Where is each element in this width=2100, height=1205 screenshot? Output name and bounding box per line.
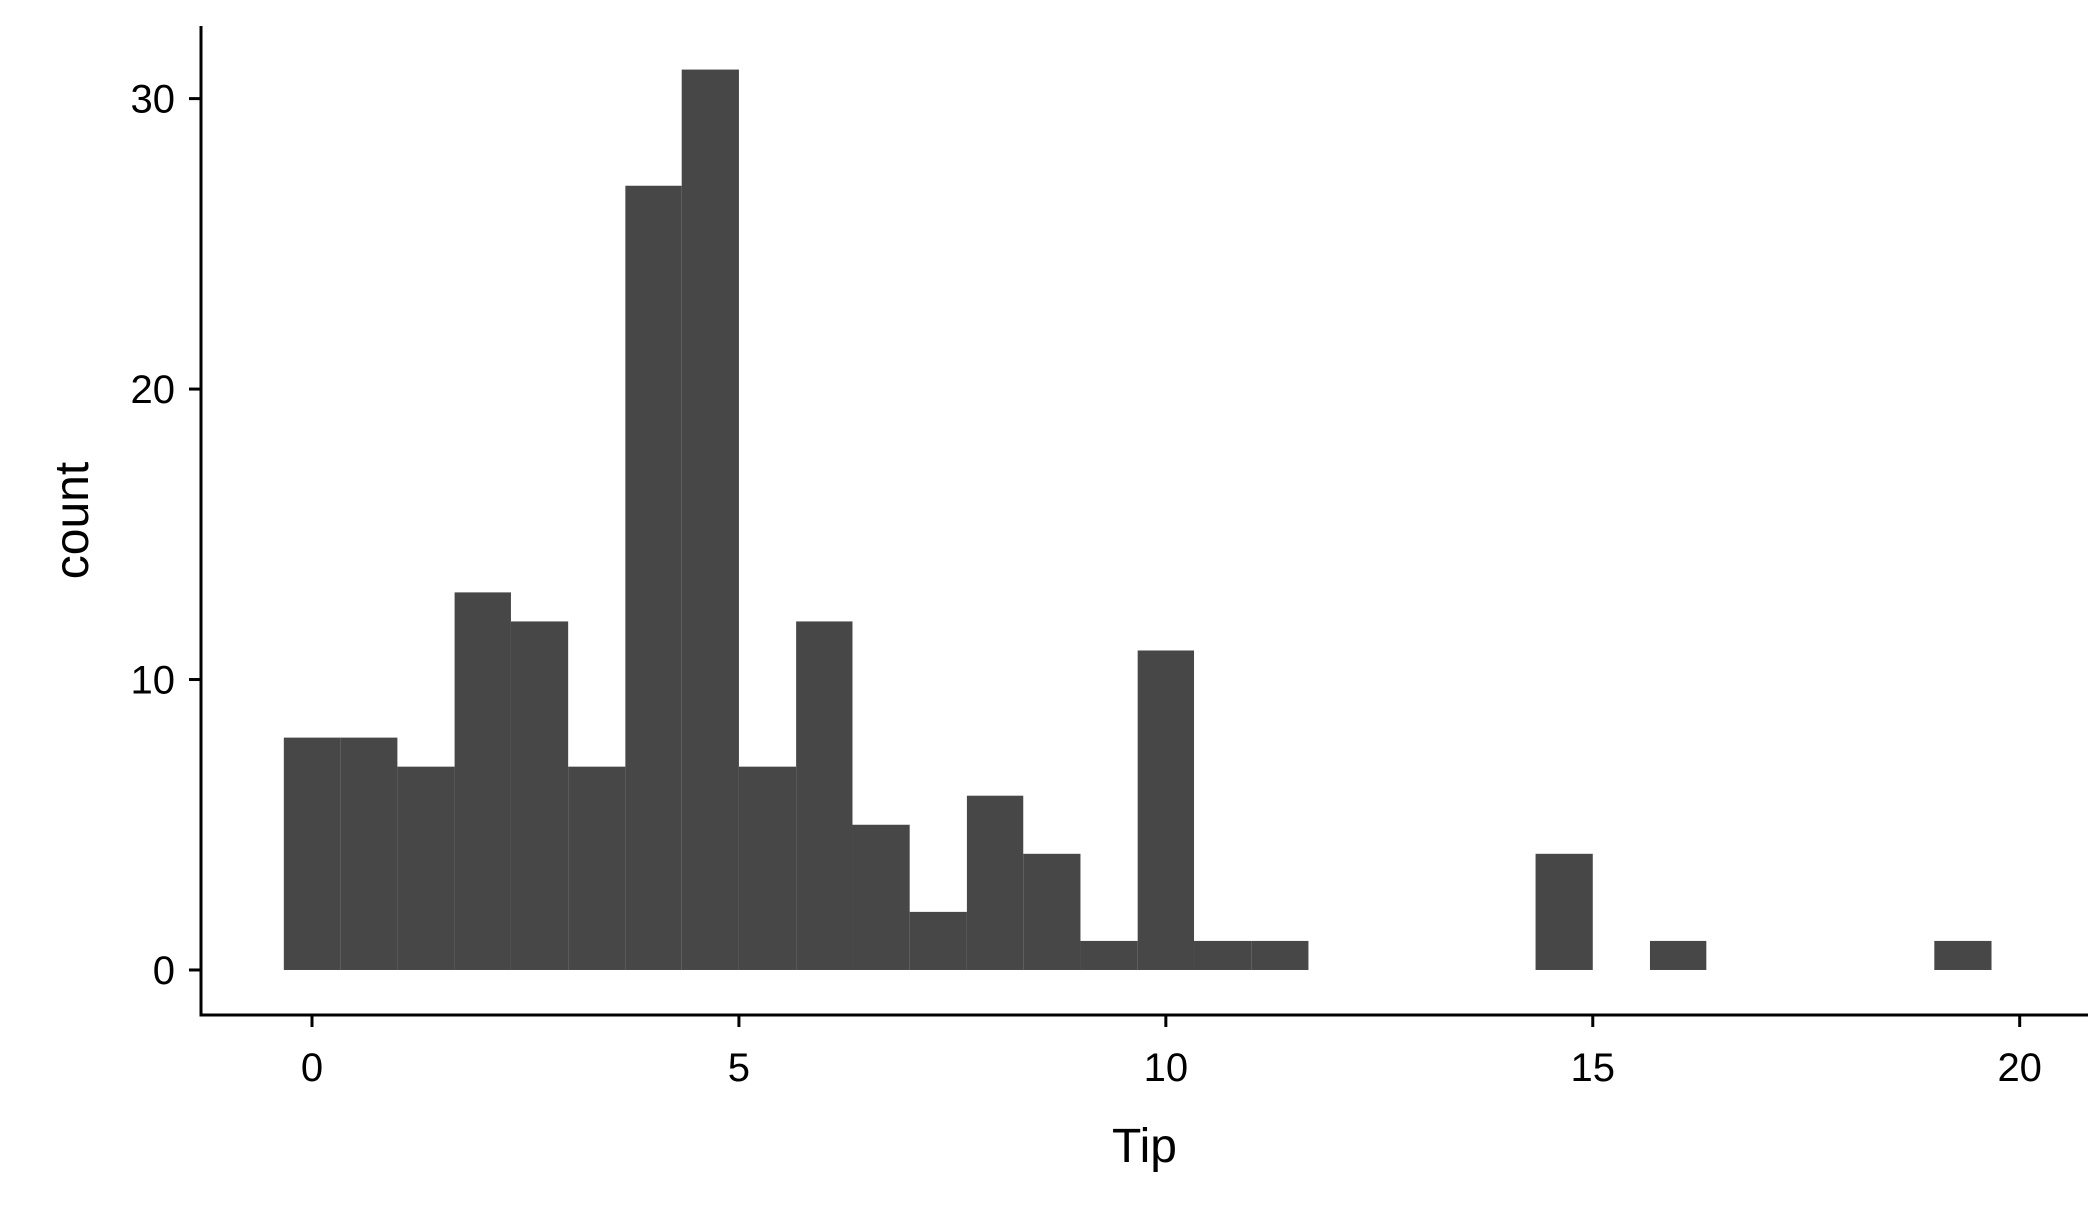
y-tick-label: 10: [131, 659, 176, 703]
bars-layer: [283, 69, 1992, 970]
histogram-bar: [1194, 940, 1252, 970]
histogram-bar: [283, 737, 341, 970]
histogram-bar: [397, 766, 455, 970]
histogram-bar: [852, 824, 910, 970]
x-tick-label: 20: [1997, 1046, 2042, 1090]
histogram-bar: [909, 911, 967, 970]
histogram-bar: [1023, 853, 1081, 970]
histogram-bar: [568, 766, 626, 970]
x-tick-label: 5: [728, 1046, 750, 1090]
histogram-bar: [625, 185, 682, 970]
histogram-bar: [454, 592, 511, 970]
x-axis-ticks: 0 5 10 15 20: [301, 1015, 2042, 1090]
histogram-bar: [681, 69, 739, 970]
x-tick-label: 0: [301, 1046, 323, 1090]
histogram-bar: [1251, 940, 1309, 970]
histogram-bar: [1934, 940, 1992, 970]
histogram-bar: [510, 621, 569, 970]
x-tick-label: 15: [1571, 1046, 1616, 1090]
histogram-bar: [1137, 650, 1195, 970]
histogram-bar: [796, 621, 853, 970]
histogram-bar: [738, 766, 797, 970]
y-axis-title: count: [46, 462, 99, 579]
x-axis-title: Tip: [1112, 1120, 1177, 1173]
y-axis-ticks: 0 10 20 30: [131, 78, 201, 993]
histogram-bar: [1649, 940, 1707, 970]
y-tick-label: 0: [153, 949, 175, 993]
y-tick-label: 20: [131, 368, 176, 412]
y-tick-label: 30: [131, 78, 176, 122]
histogram-bar: [340, 737, 398, 970]
histogram-bar: [1080, 940, 1138, 970]
histogram-bar: [1535, 853, 1593, 970]
histogram-bar: [966, 795, 1024, 970]
x-tick-label: 10: [1144, 1046, 1189, 1090]
